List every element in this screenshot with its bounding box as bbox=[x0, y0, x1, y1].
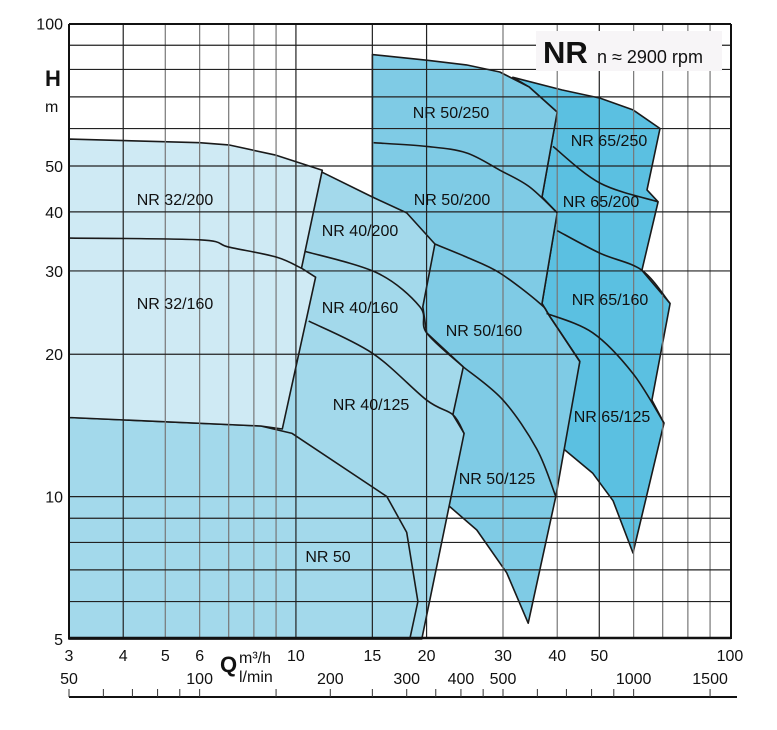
curves bbox=[68, 141, 671, 497]
x-tick-label: 20 bbox=[418, 648, 436, 665]
model-label: NR 32/200 bbox=[137, 192, 214, 209]
chart-title: NR bbox=[543, 35, 588, 70]
x-tick-label: 30 bbox=[494, 648, 512, 665]
y-tick-label: 5 bbox=[54, 632, 63, 649]
model-label: NR 50/250 bbox=[413, 105, 490, 122]
model-label: NR 65/160 bbox=[572, 292, 649, 309]
title-box: NR n ≈ 2900 rpm bbox=[536, 31, 722, 71]
x2-tick-label: 1500 bbox=[692, 671, 728, 688]
x-tick-label: 10 bbox=[287, 648, 305, 665]
curve-nr-40-125 bbox=[308, 320, 465, 434]
x2-tick-label: 100 bbox=[186, 671, 213, 688]
x-tick-label: 15 bbox=[363, 648, 381, 665]
x2-tick-label: 400 bbox=[448, 671, 475, 688]
curve-nr-50-160 bbox=[434, 243, 581, 362]
y-tick-label: 100 bbox=[36, 17, 63, 34]
x2-tick-label: 500 bbox=[490, 671, 517, 688]
model-label: NR 50/200 bbox=[414, 192, 491, 209]
tick-labels: 5 10 20 30 40 50 100 3 4 5 6 10 15 20 30 40 50 100 50 100 20… bbox=[36, 17, 743, 697]
model-label: NR 50 bbox=[305, 549, 350, 566]
x-tick-label: 4 bbox=[119, 648, 128, 665]
model-label: NR 65/125 bbox=[574, 409, 651, 426]
curve-nr-65-160 bbox=[556, 229, 671, 305]
model-label: NR 50/125 bbox=[459, 471, 536, 488]
x2-tick-label: 200 bbox=[317, 671, 344, 688]
x-tick-label: 6 bbox=[195, 648, 204, 665]
y-axis-label: H bbox=[45, 66, 61, 91]
plot-frame bbox=[68, 23, 737, 698]
y-tick-label: 30 bbox=[45, 264, 63, 281]
x2-axis-unit: l/min bbox=[239, 669, 273, 686]
x-tick-label: 50 bbox=[590, 648, 608, 665]
x2-tick-label: 50 bbox=[60, 671, 78, 688]
x-axis-unit: m³/h bbox=[239, 650, 271, 667]
x-tick-label: 3 bbox=[65, 648, 74, 665]
x-axis-label: Q bbox=[220, 652, 237, 677]
y-tick-label: 10 bbox=[45, 490, 63, 507]
curve-nr-65-200 bbox=[552, 145, 659, 203]
x-tick-label: 100 bbox=[717, 648, 744, 665]
y-tick-label: 20 bbox=[45, 347, 63, 364]
y-tick-label: 40 bbox=[45, 205, 63, 222]
model-label: NR 40/200 bbox=[322, 223, 399, 240]
region-nr-32 bbox=[68, 138, 324, 430]
model-label: NR 65/250 bbox=[571, 133, 648, 150]
x-tick-label: 5 bbox=[161, 648, 170, 665]
y-tick-label: 50 bbox=[45, 159, 63, 176]
x-tick-label: 40 bbox=[548, 648, 566, 665]
curve-nr-65-125 bbox=[546, 312, 665, 424]
grid bbox=[69, 24, 731, 638]
curve-nr-40-160 bbox=[304, 250, 464, 368]
model-label: NR 65/200 bbox=[563, 194, 640, 211]
curve-nr-50-200 bbox=[373, 141, 558, 214]
x2-tick-label: 300 bbox=[393, 671, 420, 688]
x2-tick-label: 1000 bbox=[616, 671, 652, 688]
curve-nr-32-160 bbox=[68, 237, 302, 269]
model-label: NR 40/125 bbox=[333, 397, 410, 414]
model-label: NR 32/160 bbox=[137, 296, 214, 313]
curve-nr-50-125 bbox=[462, 366, 557, 497]
model-labels: NR 32/200 NR 32/160 NR 40/200 NR 40/160 NR 4… bbox=[137, 105, 651, 566]
title-background bbox=[536, 31, 722, 71]
model-label: NR 40/160 bbox=[322, 300, 399, 317]
chart-subtitle: n ≈ 2900 rpm bbox=[597, 47, 703, 67]
model-label: NR 50/160 bbox=[446, 323, 523, 340]
y-axis-unit: m bbox=[45, 99, 58, 116]
